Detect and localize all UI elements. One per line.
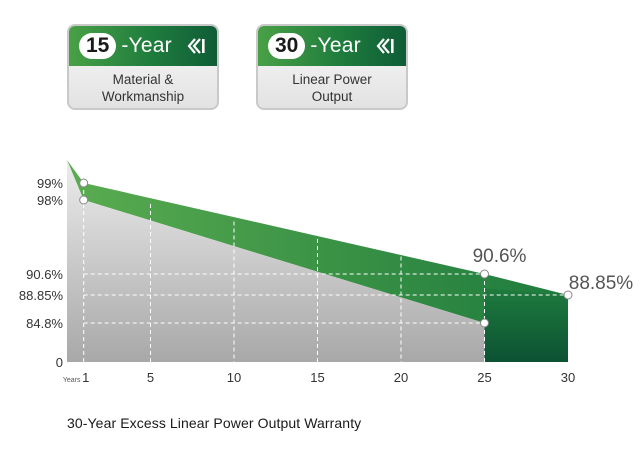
x-tick-label: 20: [394, 370, 408, 385]
y-tick-label: 98%: [37, 193, 63, 208]
badge-number: 15: [79, 33, 117, 59]
badge-header: 15 -Year: [69, 26, 217, 66]
badge-header: 30 -Year: [258, 26, 406, 66]
x-tick-label: 5: [147, 370, 154, 385]
chevrons-left-icon: [376, 36, 396, 56]
annotation-label: 88.85%: [569, 273, 634, 294]
data-point: [563, 290, 573, 300]
x-tick-label: 1: [82, 370, 89, 385]
y-tick-label: 0: [56, 355, 63, 370]
y-tick-label: 88.85%: [19, 288, 64, 303]
warranty-badge-power: 30 -Year Linear Power Output: [256, 24, 408, 110]
badge-description: Linear Power Output: [258, 66, 406, 105]
warranty-badge-material: 15 -Year Material & Workmanship: [67, 24, 219, 110]
y-tick-label: 84.8%: [26, 316, 63, 331]
standard-warranty-area: [67, 160, 485, 362]
badge-line-2: Workmanship: [101, 89, 185, 104]
x-axis-label: Years: [63, 377, 81, 384]
badge-description: Material & Workmanship: [69, 66, 217, 105]
x-tick-label: 15: [310, 370, 324, 385]
data-point: [79, 178, 89, 188]
y-tick-label: 99%: [37, 176, 63, 191]
badge-year-label: -Year: [310, 34, 361, 57]
data-point: [79, 195, 89, 205]
badge-line-2: Output: [311, 89, 353, 104]
x-tick-label: 30: [561, 370, 575, 385]
data-point: [480, 269, 489, 279]
x-tick-label: 10: [227, 370, 241, 385]
badge-line-1: Material &: [112, 72, 174, 87]
badge-line-1: Linear Power: [292, 72, 372, 87]
annotation-label: 90.6%: [473, 246, 527, 267]
data-point: [480, 318, 489, 328]
chevrons-left-icon: [187, 36, 207, 56]
chart-title: 30-Year Excess Linear Power Output Warra…: [67, 415, 362, 431]
badge-number: 30: [268, 33, 306, 59]
post-warranty-dark-area: [484, 288, 568, 362]
x-tick-label: 25: [477, 370, 491, 385]
y-tick-label: 90.6%: [26, 267, 63, 282]
badge-year-label: -Year: [121, 34, 172, 57]
